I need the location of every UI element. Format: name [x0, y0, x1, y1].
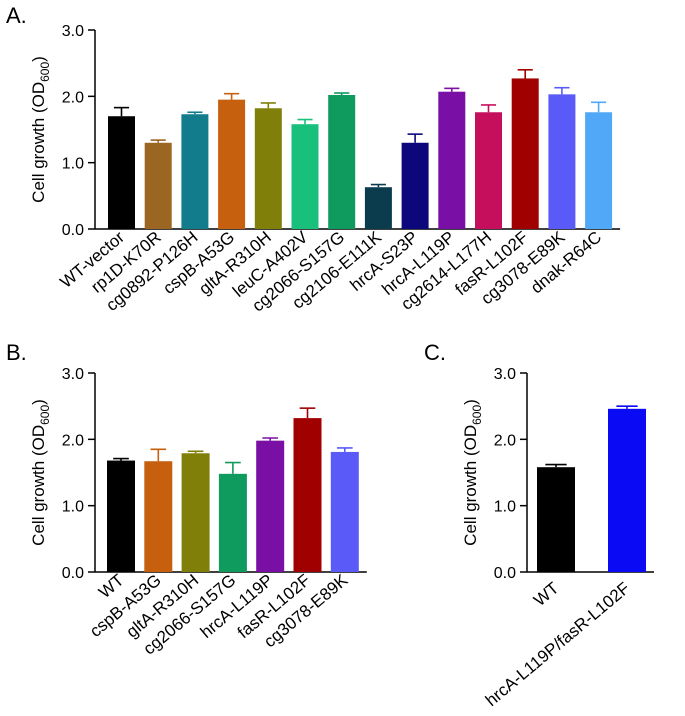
bar-cg2106-e111k	[364, 187, 392, 229]
bar-hrca-l119p-fasr-l102f	[608, 408, 646, 572]
y-tick-label: 2.0	[494, 432, 516, 449]
bar-cg2066-s157g	[218, 473, 247, 572]
y-axis-label: Cell growth (OD600)	[29, 399, 52, 546]
y-tick-label: 0.0	[62, 222, 84, 239]
bar-cspb-a53g	[144, 461, 173, 572]
bar-fasr-l102f	[293, 418, 322, 572]
y-axis-label: Cell growth (OD600)	[461, 399, 484, 546]
y-axis-label-subscript: 600	[38, 62, 52, 82]
panel-title: B.	[6, 340, 27, 365]
y-tick-label: 2.0	[62, 432, 84, 449]
bar-rp1d-k70r	[144, 142, 172, 229]
y-tick-label: 1.0	[62, 156, 84, 173]
y-tick-label: 2.0	[62, 89, 84, 106]
panel-title: C.	[424, 340, 446, 365]
y-tick-label: 0.0	[494, 565, 516, 582]
y-axis-label-subscript: 600	[38, 405, 52, 425]
y-axis-label: Cell growth (OD600)	[29, 56, 52, 203]
bar-leuc-a402v	[291, 124, 319, 229]
panel-title: A.	[6, 3, 27, 28]
bar-cg2614-l177h	[475, 112, 502, 229]
bar-cg3078-e89k	[548, 94, 576, 230]
y-tick-label: 1.0	[494, 499, 516, 516]
bar-fasr-l102f	[511, 78, 539, 229]
y-tick-label: 3.0	[62, 23, 84, 40]
bar-cg0892-p126h	[181, 114, 209, 229]
y-axis-label-subscript: 600	[470, 405, 484, 425]
bar-cg2066-s157g	[328, 95, 356, 229]
y-axis-label-main: Cell growth (OD	[29, 82, 48, 203]
bar-cg3078-e89k	[330, 451, 359, 572]
x-tick-label: hrcA-L119P/fasR-L102F	[482, 579, 634, 711]
y-axis-label-close: )	[29, 56, 48, 62]
bar-glta-r310h	[254, 108, 282, 229]
x-tick-label: WT	[530, 579, 562, 611]
bar-cspb-a53g	[218, 99, 246, 230]
bar-hrca-l119p	[256, 440, 285, 572]
bar-glta-r310h	[181, 453, 210, 572]
y-axis-label-close: )	[461, 399, 480, 405]
y-axis-label-main: Cell growth (OD	[29, 425, 48, 546]
bar-dnak-r64c	[585, 112, 613, 229]
chart-panel-c: C. 0.0 1.0 2.0 3.0 Cell growth (OD600) WThrcA-…	[424, 340, 654, 710]
y-tick-label: 0.0	[62, 565, 84, 582]
y-axis-label-main: Cell growth (OD	[461, 425, 480, 546]
bar-wt-vector	[108, 116, 135, 229]
bar-hrca-s23p	[401, 142, 429, 229]
y-axis-label-close: )	[29, 399, 48, 405]
bar-wt	[107, 460, 135, 572]
y-tick-label: 3.0	[62, 366, 84, 383]
bar-hrca-l119p	[438, 91, 466, 229]
y-tick-label: 1.0	[62, 499, 84, 516]
bar-wt	[537, 467, 575, 572]
y-tick-label: 3.0	[494, 366, 516, 383]
